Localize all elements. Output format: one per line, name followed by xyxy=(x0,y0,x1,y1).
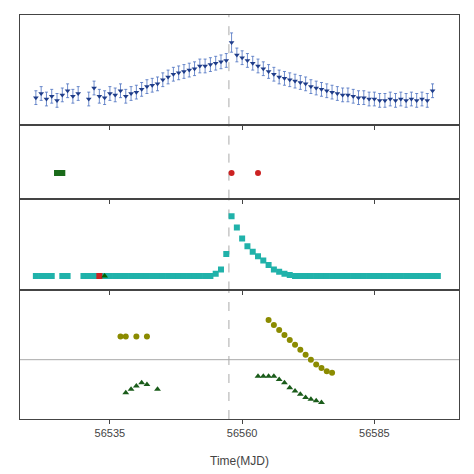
svg-text:56560: 56560 xyxy=(227,427,258,439)
svg-text:56535: 56535 xyxy=(95,427,126,439)
svg-text:Time(MJD): Time(MJD) xyxy=(210,454,269,468)
svg-text:56585: 56585 xyxy=(359,427,390,439)
